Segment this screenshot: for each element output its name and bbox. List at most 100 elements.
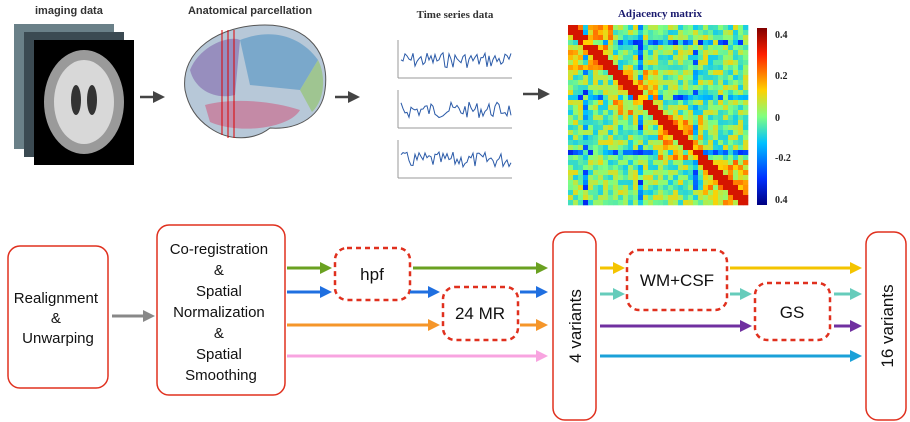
matrix-cell	[573, 35, 579, 41]
matrix-cell	[593, 155, 599, 161]
matrix-cell	[628, 50, 634, 56]
matrix-cell	[583, 60, 589, 66]
matrix-cell	[568, 25, 574, 31]
matrix-cell	[598, 135, 604, 141]
matrix-cell	[638, 75, 644, 81]
matrix-cell	[603, 185, 609, 191]
matrix-cell	[608, 25, 614, 31]
matrix-cell	[633, 185, 639, 191]
matrix-cell	[678, 115, 684, 121]
matrix-cell	[708, 130, 714, 136]
matrix-cell	[578, 90, 584, 96]
matrix-cell	[653, 195, 659, 201]
matrix-cell	[573, 95, 579, 101]
matrix-cell	[703, 95, 709, 101]
matrix-cell	[698, 90, 704, 96]
matrix-cell	[718, 60, 724, 66]
matrix-cell	[623, 195, 629, 201]
matrix-cell	[683, 175, 689, 181]
matrix-cell	[568, 110, 574, 116]
matrix-cell	[608, 150, 614, 156]
matrix-cell	[578, 40, 584, 46]
matrix-cell	[713, 180, 719, 186]
matrix-cell	[678, 30, 684, 36]
matrix-cell	[698, 50, 704, 56]
matrix-cell	[693, 135, 699, 141]
matrix-cell	[618, 45, 624, 51]
matrix-cell	[728, 80, 734, 86]
matrix-cell	[688, 115, 694, 121]
matrix-cell	[683, 30, 689, 36]
arrow-head	[536, 350, 548, 362]
matrix-cell	[743, 65, 749, 71]
matrix-cell	[588, 80, 594, 86]
matrix-cell	[738, 105, 744, 111]
matrix-cell	[643, 130, 649, 136]
matrix-cell	[738, 95, 744, 101]
matrix-cell	[633, 195, 639, 201]
matrix-cell	[598, 30, 604, 36]
matrix-cell	[633, 55, 639, 61]
matrix-cell	[663, 70, 669, 76]
matrix-cell	[688, 190, 694, 196]
matrix-cell	[633, 175, 639, 181]
matrix-cell	[638, 120, 644, 126]
white-matter	[54, 60, 114, 144]
matrix-cell	[623, 110, 629, 116]
matrix-cell	[713, 150, 719, 156]
matrix-cell	[713, 50, 719, 56]
matrix-cell	[638, 185, 644, 191]
matrix-cell	[713, 100, 719, 106]
matrix-cell	[713, 60, 719, 66]
matrix-cell	[673, 95, 679, 101]
matrix-cell	[643, 85, 649, 91]
matrix-cell	[663, 150, 669, 156]
matrix-cell	[578, 145, 584, 151]
matrix-cell	[578, 45, 584, 51]
matrix-cell	[613, 30, 619, 36]
matrix-cell	[718, 160, 724, 166]
arrow-head	[850, 262, 862, 274]
matrix-cell	[648, 100, 654, 106]
matrix-cell	[728, 75, 734, 81]
matrix-cell	[718, 70, 724, 76]
matrix-cell	[728, 110, 734, 116]
ventricle	[87, 85, 97, 115]
matrix-cell	[598, 170, 604, 176]
matrix-cell	[658, 180, 664, 186]
ventricle	[71, 85, 81, 115]
matrix-cell	[678, 145, 684, 151]
matrix-cell	[708, 50, 714, 56]
matrix-cell	[728, 105, 734, 111]
matrix-cell	[703, 185, 709, 191]
matrix-cell	[698, 145, 704, 151]
matrix-cell	[638, 115, 644, 121]
matrix-cell	[688, 45, 694, 51]
matrix-cell	[588, 165, 594, 171]
matrix-cell	[733, 140, 739, 146]
matrix-cell	[623, 175, 629, 181]
matrix-cell	[743, 90, 749, 96]
matrix-cell	[613, 185, 619, 191]
matrix-cell	[583, 110, 589, 116]
matrix-cell	[608, 195, 614, 201]
matrix-cell	[568, 145, 574, 151]
matrix-cell	[713, 130, 719, 136]
matrix-cell	[743, 80, 749, 86]
matrix-cell	[653, 75, 659, 81]
matrix-cell	[693, 120, 699, 126]
matrix-cell	[678, 165, 684, 171]
matrix-cell	[588, 130, 594, 136]
matrix-cell	[733, 190, 739, 196]
matrix-cell	[733, 65, 739, 71]
matrix-cell	[653, 160, 659, 166]
matrix-cell	[733, 105, 739, 111]
matrix-cell	[598, 110, 604, 116]
matrix-cell	[723, 185, 729, 191]
matrix-cell	[653, 80, 659, 86]
matrix-cell	[578, 165, 584, 171]
matrix-cell	[728, 25, 734, 31]
matrix-cell	[733, 55, 739, 61]
matrix-cell	[638, 25, 644, 31]
matrix-cell	[658, 125, 664, 131]
